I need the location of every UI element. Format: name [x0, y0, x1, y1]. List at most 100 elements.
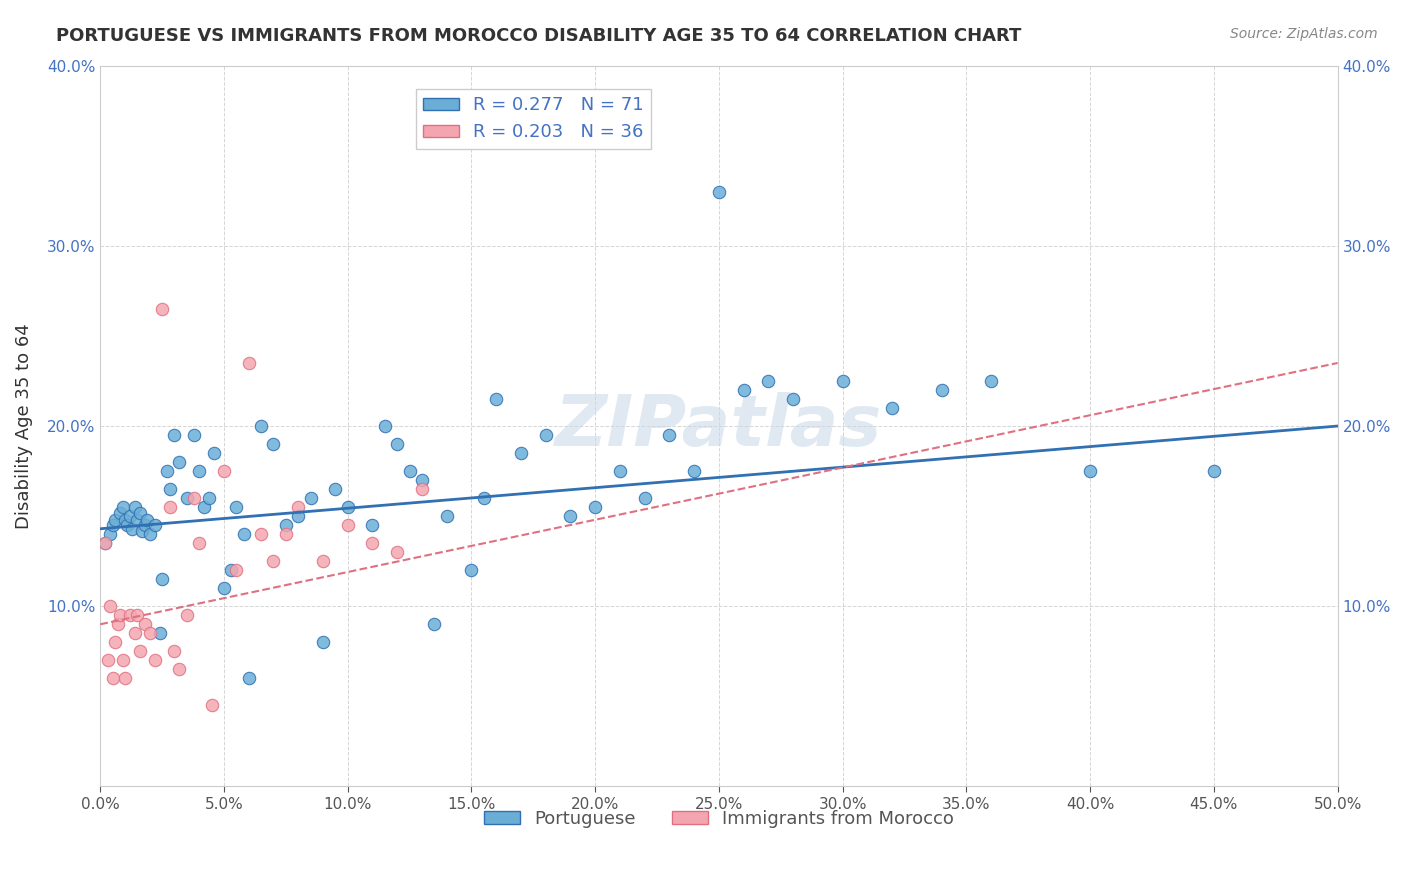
Immigrants from Morocco	[139, 626, 162, 640]
Portuguese	[143, 518, 166, 533]
Immigrants from Morocco	[212, 464, 235, 478]
Portuguese	[634, 491, 657, 505]
Portuguese	[510, 446, 533, 460]
Portuguese	[325, 482, 347, 496]
Portuguese	[411, 473, 433, 487]
Portuguese	[111, 500, 134, 515]
Immigrants from Morocco	[159, 500, 181, 515]
Portuguese	[156, 464, 179, 478]
Portuguese	[460, 563, 482, 577]
Portuguese	[782, 392, 804, 406]
Portuguese	[124, 500, 146, 515]
Portuguese	[121, 522, 143, 536]
Portuguese	[263, 437, 285, 451]
Immigrants from Morocco	[127, 608, 149, 623]
Portuguese	[583, 500, 606, 515]
Immigrants from Morocco	[361, 536, 384, 550]
Portuguese	[831, 374, 853, 388]
Immigrants from Morocco	[201, 698, 224, 713]
Immigrants from Morocco	[411, 482, 433, 496]
Portuguese	[108, 506, 131, 520]
Portuguese	[423, 617, 446, 632]
Portuguese	[188, 464, 211, 478]
Portuguese	[118, 509, 141, 524]
Portuguese	[707, 185, 730, 199]
Portuguese	[238, 671, 260, 685]
Portuguese	[733, 383, 755, 397]
Immigrants from Morocco	[188, 536, 211, 550]
Portuguese	[683, 464, 706, 478]
Immigrants from Morocco	[101, 671, 124, 685]
Portuguese	[104, 513, 127, 527]
Portuguese	[560, 509, 582, 524]
Portuguese	[287, 509, 309, 524]
Immigrants from Morocco	[107, 617, 129, 632]
Portuguese	[183, 428, 205, 442]
Portuguese	[169, 455, 191, 469]
Portuguese	[1202, 464, 1225, 478]
Portuguese	[117, 518, 139, 533]
Portuguese	[980, 374, 1002, 388]
Portuguese	[101, 518, 124, 533]
Portuguese	[274, 518, 297, 533]
Immigrants from Morocco	[118, 608, 141, 623]
Portuguese	[232, 527, 254, 541]
Immigrants from Morocco	[124, 626, 146, 640]
Immigrants from Morocco	[134, 617, 156, 632]
Portuguese	[139, 527, 162, 541]
Portuguese	[221, 563, 243, 577]
Y-axis label: Disability Age 35 to 64: Disability Age 35 to 64	[15, 323, 32, 529]
Immigrants from Morocco	[238, 356, 260, 370]
Immigrants from Morocco	[312, 554, 335, 568]
Immigrants from Morocco	[274, 527, 297, 541]
Immigrants from Morocco	[183, 491, 205, 505]
Portuguese	[1078, 464, 1101, 478]
Portuguese	[98, 527, 121, 541]
Portuguese	[312, 635, 335, 649]
Immigrants from Morocco	[114, 671, 136, 685]
Immigrants from Morocco	[98, 599, 121, 614]
Immigrants from Morocco	[169, 662, 191, 676]
Immigrants from Morocco	[97, 653, 120, 667]
Portuguese	[225, 500, 247, 515]
Portuguese	[94, 536, 117, 550]
Portuguese	[127, 513, 149, 527]
Portuguese	[361, 518, 384, 533]
Immigrants from Morocco	[163, 644, 186, 658]
Portuguese	[114, 513, 136, 527]
Portuguese	[299, 491, 322, 505]
Immigrants from Morocco	[336, 518, 359, 533]
Immigrants from Morocco	[111, 653, 134, 667]
Portuguese	[202, 446, 225, 460]
Portuguese	[134, 518, 156, 533]
Portuguese	[193, 500, 215, 515]
Portuguese	[658, 428, 681, 442]
Immigrants from Morocco	[104, 635, 127, 649]
Portuguese	[398, 464, 420, 478]
Legend: Portuguese, Immigrants from Morocco: Portuguese, Immigrants from Morocco	[477, 803, 962, 835]
Text: Source: ZipAtlas.com: Source: ZipAtlas.com	[1230, 27, 1378, 41]
Immigrants from Morocco	[150, 301, 173, 316]
Text: ZIPatlas: ZIPatlas	[555, 392, 883, 460]
Portuguese	[163, 428, 186, 442]
Portuguese	[212, 581, 235, 595]
Immigrants from Morocco	[176, 608, 198, 623]
Immigrants from Morocco	[287, 500, 309, 515]
Portuguese	[472, 491, 495, 505]
Portuguese	[931, 383, 953, 397]
Immigrants from Morocco	[128, 644, 150, 658]
Immigrants from Morocco	[250, 527, 273, 541]
Portuguese	[128, 506, 150, 520]
Portuguese	[374, 419, 396, 434]
Immigrants from Morocco	[387, 545, 409, 559]
Portuguese	[136, 513, 159, 527]
Portuguese	[176, 491, 198, 505]
Portuguese	[149, 626, 172, 640]
Portuguese	[485, 392, 508, 406]
Portuguese	[159, 482, 181, 496]
Portuguese	[336, 500, 359, 515]
Immigrants from Morocco	[108, 608, 131, 623]
Portuguese	[198, 491, 221, 505]
Portuguese	[609, 464, 631, 478]
Immigrants from Morocco	[143, 653, 166, 667]
